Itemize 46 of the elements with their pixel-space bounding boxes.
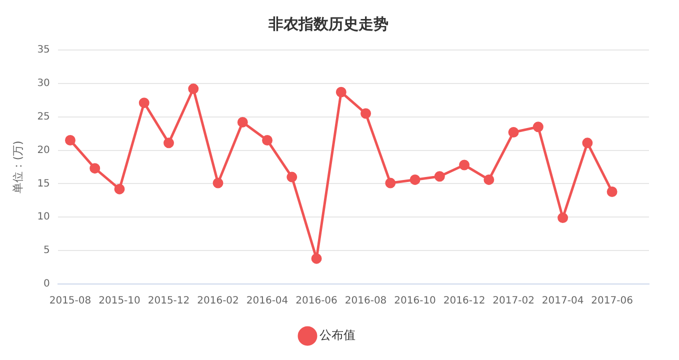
x-tick-label: 2016-08 xyxy=(344,296,387,307)
x-tick-label: 2017-02 xyxy=(492,296,534,307)
x-tick-label: 2017-04 xyxy=(542,296,584,307)
x-tick-label: 2017-06 xyxy=(591,296,633,307)
y-tick-label: 35 xyxy=(37,44,50,56)
x-tick-label: 2016-06 xyxy=(296,296,338,307)
point xyxy=(336,86,346,98)
point xyxy=(459,160,470,170)
point xyxy=(484,174,494,185)
point xyxy=(262,135,273,146)
y-tick-label: 25 xyxy=(37,111,50,122)
point xyxy=(90,163,100,174)
x-tick-label: 2015-08 xyxy=(49,296,92,307)
point xyxy=(311,253,322,264)
x-tick-label: 2016-10 xyxy=(394,296,436,307)
point xyxy=(188,84,199,94)
y-tick-label: 5 xyxy=(44,245,50,256)
point xyxy=(385,178,396,188)
y-tick-label: 30 xyxy=(37,78,50,90)
point xyxy=(606,186,618,197)
point xyxy=(532,122,544,132)
legend-label: 公布值 xyxy=(320,328,356,342)
x-tick-label: 2016-12 xyxy=(443,296,486,307)
point xyxy=(114,184,125,194)
x-tick-label: 2016-04 xyxy=(246,296,288,307)
chart-title: 非农指数历史走势 xyxy=(268,14,388,33)
y-tick-label: 0 xyxy=(44,278,50,290)
y-tick-label: 10 xyxy=(37,212,50,223)
x-tick-label: 2015-12 xyxy=(148,296,190,307)
y-tick-label: 15 xyxy=(37,178,50,190)
point xyxy=(434,171,445,182)
point xyxy=(286,172,298,182)
point xyxy=(64,135,76,146)
point xyxy=(237,116,248,128)
point xyxy=(508,126,519,138)
point xyxy=(212,178,224,188)
y-tick-label: 20 xyxy=(37,144,50,156)
point xyxy=(360,108,372,119)
point xyxy=(164,138,174,148)
y-axis-title: 单位：(万) xyxy=(11,140,24,194)
point xyxy=(582,138,593,148)
point xyxy=(558,212,568,224)
x-tick-label: 2015-10 xyxy=(98,296,140,307)
point xyxy=(410,174,420,185)
point xyxy=(138,98,150,108)
x-tick-label: 2016-02 xyxy=(197,296,239,307)
